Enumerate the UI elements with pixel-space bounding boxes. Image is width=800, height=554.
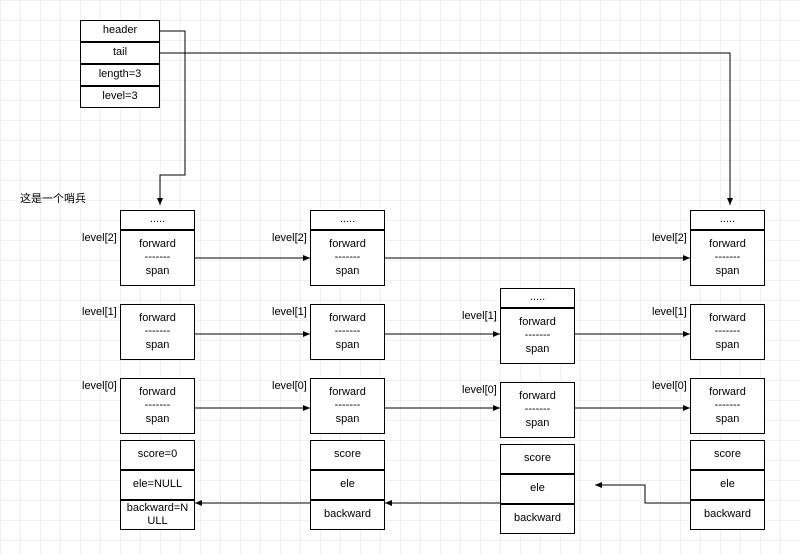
node0-dots: ..... [120, 210, 195, 230]
arrow-n3-back [595, 485, 690, 503]
lvl-label-c0-0: level[2] [82, 232, 117, 244]
lvl-label-c0-1: level[1] [82, 306, 117, 318]
node3-dots: ..... [690, 210, 765, 230]
lvl-label-c3-2: level[0] [652, 380, 687, 392]
node3-level1: forward-------span [690, 304, 765, 360]
lvl-label-c2-1: level[0] [462, 384, 497, 396]
lvl-label-c0-2: level[0] [82, 380, 117, 392]
node0-level2: forward-------span [120, 378, 195, 434]
lvl-label-c3-0: level[2] [652, 232, 687, 244]
node1-extra1: ele [310, 470, 385, 500]
node2-extra0: score [500, 444, 575, 474]
lvl-label-c1-2: level[0] [272, 380, 307, 392]
node1-extra2: backward [310, 500, 385, 530]
node2-level0: forward-------span [500, 308, 575, 364]
node1-extra0: score [310, 440, 385, 470]
node0-level1: forward-------span [120, 304, 195, 360]
node0-extra0: score=0 [120, 440, 195, 470]
lvl-label-c1-1: level[1] [272, 306, 307, 318]
node2-extra1: ele [500, 474, 575, 504]
node3-level0: forward-------span [690, 230, 765, 286]
node1-dots: ..... [310, 210, 385, 230]
arrow-tail-to-last [160, 53, 730, 205]
node2-level1: forward-------span [500, 382, 575, 438]
sentinel-label: 这是一个哨兵 [20, 190, 86, 206]
node1-level0: forward-------span [310, 230, 385, 286]
node3-extra2: backward [690, 500, 765, 530]
node3-extra1: ele [690, 470, 765, 500]
node3-extra0: score [690, 440, 765, 470]
node2-extra2: backward [500, 504, 575, 534]
arrow-header-to-sentinel [160, 31, 185, 205]
header-cell-0: header [80, 20, 160, 42]
header-cell-3: level=3 [80, 86, 160, 108]
lvl-label-c3-1: level[1] [652, 306, 687, 318]
node0-extra1: ele=NULL [120, 470, 195, 500]
header-cell-1: tail [80, 42, 160, 64]
node3-level2: forward-------span [690, 378, 765, 434]
node0-extra2: backward=NULL [120, 500, 195, 530]
node1-level2: forward-------span [310, 378, 385, 434]
lvl-label-c2-0: level[1] [462, 310, 497, 322]
lvl-label-c1-0: level[2] [272, 232, 307, 244]
node0-level0: forward-------span [120, 230, 195, 286]
node2-dots: ..... [500, 288, 575, 308]
header-cell-2: length=3 [80, 64, 160, 86]
node1-level1: forward-------span [310, 304, 385, 360]
